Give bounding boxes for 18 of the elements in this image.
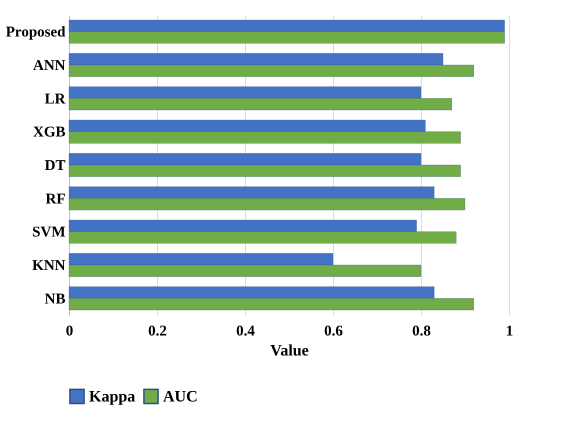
x-tick-label: 0 <box>66 324 74 340</box>
y-tick-label: Proposed <box>6 24 66 41</box>
legend-label: AUC <box>163 388 198 406</box>
y-tick-label: SVM <box>32 224 66 241</box>
y-tick-label: NB <box>44 291 66 308</box>
y-tick-label: KNN <box>32 258 66 274</box>
x-tick-label: 0.8 <box>412 324 431 340</box>
y-tick-label: DT <box>44 158 66 174</box>
x-tick-label: 0.2 <box>148 324 167 340</box>
y-tick-label: RF <box>46 191 66 208</box>
y-tick-label: LR <box>44 91 66 108</box>
y-tick-label: XGB <box>32 124 66 141</box>
x-tick-label: 0.6 <box>324 324 344 340</box>
x-tick-label: 0.4 <box>236 324 256 340</box>
x-tick-label: 1 <box>506 324 514 340</box>
y-tick-label: ANN <box>33 58 66 74</box>
x-axis-title: Value <box>270 342 309 360</box>
legend-label: Kappa <box>89 388 136 406</box>
